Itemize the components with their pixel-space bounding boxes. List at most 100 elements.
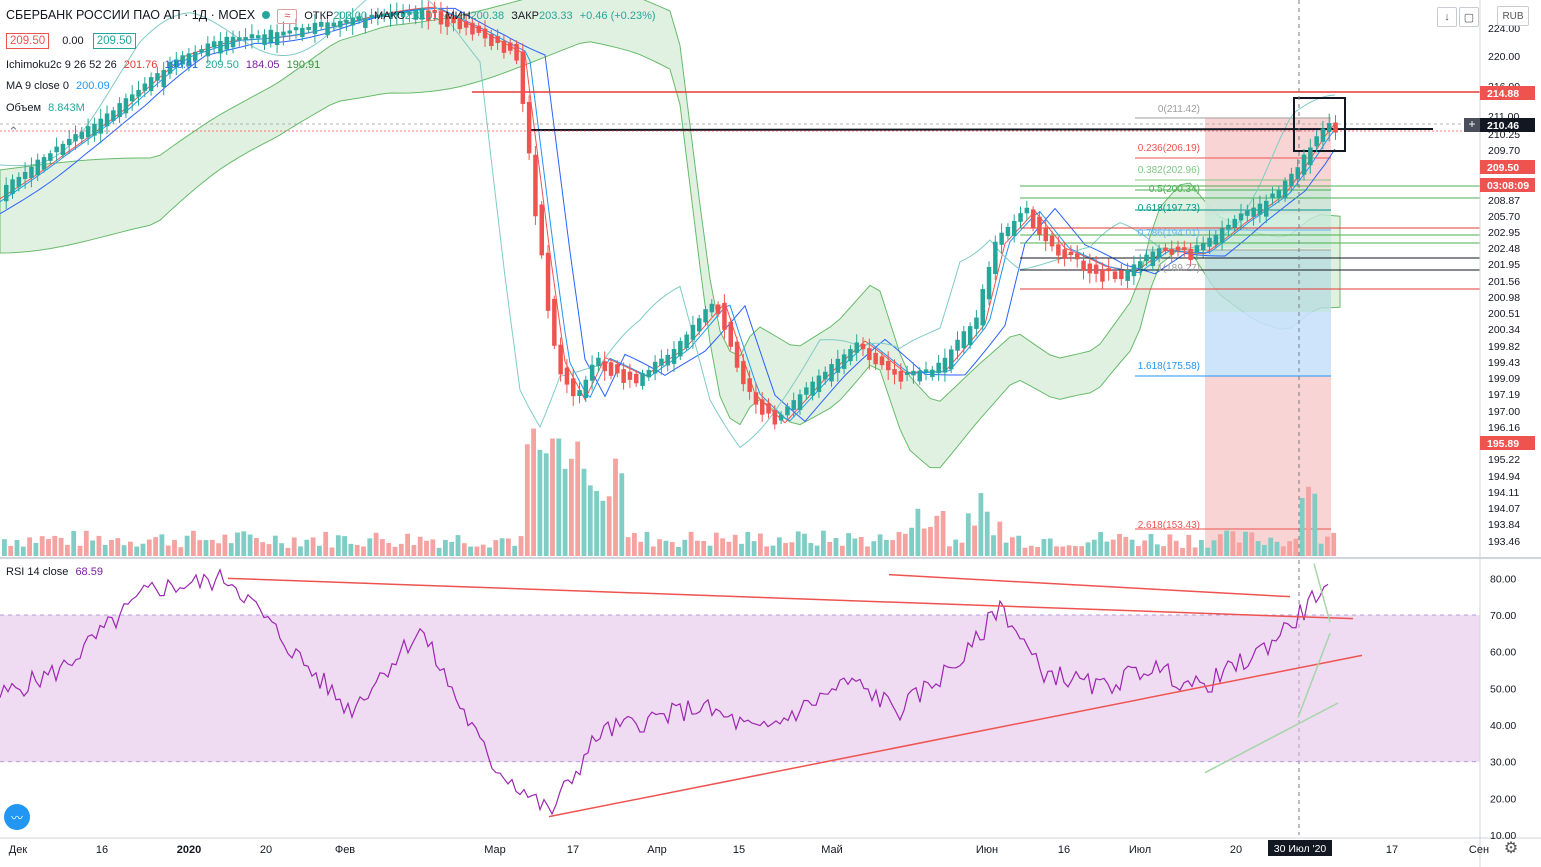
volume-bar bbox=[71, 531, 77, 556]
volume-bar bbox=[808, 543, 814, 556]
symbol-header: СБЕРБАНК РОССИИ ПАО АП · 1Д · MOEX ≈ ОТК… bbox=[6, 8, 660, 24]
settings-gear-icon[interactable]: ⚙ bbox=[1502, 839, 1520, 857]
volume-bar bbox=[833, 537, 839, 556]
candle-body bbox=[1125, 270, 1130, 281]
volume-bar bbox=[430, 539, 436, 556]
rsi-value: 68.59 bbox=[75, 566, 103, 578]
candle-body bbox=[1131, 264, 1137, 277]
candle-body bbox=[1333, 122, 1338, 133]
candle-body bbox=[659, 358, 664, 366]
volume-bar bbox=[493, 540, 499, 556]
candle-body bbox=[1144, 254, 1149, 262]
candle-body bbox=[671, 349, 677, 364]
volume-bar bbox=[600, 500, 606, 556]
candle-body bbox=[54, 146, 59, 153]
volume-bar bbox=[121, 545, 127, 556]
volume-bar bbox=[241, 531, 247, 556]
bid-box[interactable]: 209.50 bbox=[6, 33, 50, 49]
volume-bar bbox=[531, 428, 536, 556]
volume-bar bbox=[436, 547, 442, 556]
volume-bar bbox=[411, 545, 417, 556]
volume-bar bbox=[1306, 486, 1311, 556]
candle-body bbox=[130, 94, 135, 102]
candle-body bbox=[1226, 224, 1231, 230]
volume-bar bbox=[543, 453, 549, 556]
candle-body bbox=[1270, 193, 1275, 199]
volume-bar bbox=[329, 547, 335, 556]
price-tag-label: 209.50 bbox=[1487, 162, 1519, 174]
ma-legend[interactable]: MA 9 close 0 200.09 bbox=[6, 80, 114, 92]
volume-bar bbox=[1255, 541, 1261, 556]
ichimoku-v5: 190.91 bbox=[286, 59, 321, 71]
price-tag-bg bbox=[1480, 160, 1535, 174]
ichimoku-legend[interactable]: Ichimoku2c 9 26 52 26 201.76 198.01 209.… bbox=[6, 59, 324, 71]
volume-bar bbox=[65, 544, 70, 556]
volume-bar bbox=[991, 535, 996, 556]
volume-bar bbox=[8, 545, 14, 556]
candle-body bbox=[10, 179, 15, 194]
candle-body bbox=[482, 28, 488, 39]
candle-body bbox=[312, 22, 318, 34]
candle-body bbox=[508, 42, 513, 51]
volume-bar bbox=[1192, 547, 1198, 556]
volume-bar bbox=[172, 539, 177, 556]
volume-bar bbox=[745, 532, 751, 556]
fib-label: 1(189.27) bbox=[1157, 263, 1200, 274]
price-tick: 201.56 bbox=[1488, 276, 1520, 288]
volume-bar bbox=[1312, 493, 1318, 556]
volume-legend[interactable]: Объем 8.843M bbox=[6, 102, 89, 114]
volume-bar bbox=[915, 508, 921, 556]
candle-body bbox=[734, 341, 740, 368]
volume-bar bbox=[676, 546, 681, 556]
add-level-plus-icon[interactable]: + bbox=[1464, 118, 1480, 132]
fib-label: 0.236(206.19) bbox=[1138, 143, 1200, 154]
candle-body bbox=[665, 354, 670, 366]
price-tag-label: 03:08:09 bbox=[1487, 180, 1529, 192]
volume-bar bbox=[342, 536, 347, 556]
candle-body bbox=[1106, 268, 1111, 272]
volume-bar bbox=[83, 530, 89, 556]
compare-icon[interactable]: ≈ bbox=[277, 9, 298, 24]
collapse-legend-icon[interactable]: ⌃ bbox=[8, 124, 19, 139]
volume-bar bbox=[1060, 546, 1066, 556]
candle-body bbox=[785, 406, 790, 416]
candle-body bbox=[363, 18, 368, 28]
tradingview-logo[interactable]: 〰 bbox=[4, 804, 30, 830]
symbol-title[interactable]: СБЕРБАНК РОССИИ ПАО АП · 1Д · MOEX bbox=[6, 8, 256, 22]
currency-button[interactable]: RUB bbox=[1497, 6, 1529, 26]
candle-body bbox=[1093, 264, 1099, 274]
price-tick: 202.48 bbox=[1488, 243, 1520, 255]
candle-body bbox=[942, 357, 948, 373]
candle-body bbox=[382, 13, 387, 17]
candle-body bbox=[230, 36, 236, 48]
volume-bar bbox=[695, 540, 700, 556]
candle-body bbox=[274, 32, 280, 45]
scroll-down-icon[interactable]: ↓ bbox=[1437, 7, 1457, 27]
volume-bar bbox=[487, 547, 492, 556]
volume-bars bbox=[2, 428, 1337, 556]
volume-bar bbox=[310, 537, 316, 556]
price-tick: 195.22 bbox=[1488, 454, 1520, 466]
volume-bar bbox=[770, 545, 776, 556]
volume-bar bbox=[1136, 546, 1141, 556]
candle-body bbox=[583, 379, 589, 399]
candle-body bbox=[463, 21, 469, 28]
volume-bar bbox=[380, 539, 385, 556]
fullscreen-icon[interactable]: ▢ bbox=[1459, 7, 1479, 27]
candle-body bbox=[835, 358, 841, 373]
rsi-legend[interactable]: RSI 14 close 68.59 bbox=[6, 566, 107, 578]
volume-bar bbox=[14, 540, 20, 556]
price-tag-label: 214.88 bbox=[1487, 88, 1519, 100]
ask-box[interactable]: 209.50 bbox=[92, 33, 136, 49]
candle-body bbox=[816, 375, 822, 392]
candle-body bbox=[1232, 218, 1237, 228]
ichimoku-name: Ichimoku2c 9 26 52 26 bbox=[6, 59, 117, 71]
volume-bar bbox=[1098, 531, 1103, 556]
candle-body bbox=[728, 321, 733, 347]
candle-body bbox=[577, 390, 582, 396]
fib-label: 2.618(153.43) bbox=[1138, 520, 1200, 531]
candle-body bbox=[407, 11, 412, 15]
candle-body bbox=[224, 36, 229, 50]
volume-bar bbox=[562, 468, 568, 556]
